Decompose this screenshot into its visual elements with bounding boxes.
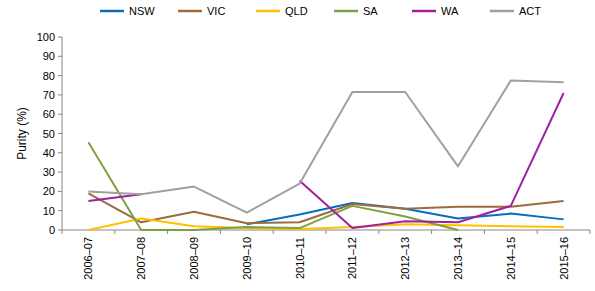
x-category-divider	[273, 230, 274, 234]
y-tick	[58, 133, 62, 134]
x-tick-label: 2014–15	[505, 237, 517, 280]
x-category-divider	[431, 230, 432, 234]
legend-label: WA	[441, 5, 459, 17]
legend-swatch	[100, 10, 124, 13]
x-category-divider	[114, 230, 115, 234]
x-category-divider	[220, 230, 221, 234]
x-tick-label: 2007–08	[135, 237, 147, 280]
x-tick-label: 2013–14	[452, 237, 464, 280]
y-tick	[58, 191, 62, 192]
chart: 0 10 20 30 40 50 60 70 80 90 100 Purity (%) 2006–07 2…	[0, 0, 595, 291]
y-tick-label: 80	[43, 70, 55, 82]
x-tick-label: 2011–12	[346, 237, 358, 279]
y-tick-label: 70	[43, 89, 55, 101]
y-tick-label: 100	[37, 31, 55, 43]
y-tick	[58, 37, 62, 38]
y-tick-label: 20	[43, 185, 55, 197]
x-category-divider	[378, 230, 379, 234]
y-axis-label: Purity (%)	[15, 107, 29, 160]
legend-swatch	[178, 10, 202, 13]
plot-area	[88, 80, 563, 230]
y-tick-label: 0	[49, 224, 55, 236]
y-tick-label: 40	[43, 147, 55, 159]
y-tick	[58, 210, 62, 211]
legend-label: ACT	[519, 5, 541, 17]
x-tick-label: 2015–16	[558, 237, 570, 280]
y-tick-label: 60	[43, 108, 55, 120]
series-line	[88, 193, 563, 223]
y-tick-label: 90	[43, 50, 55, 62]
y-tick-label: 30	[43, 166, 55, 178]
series-line	[88, 80, 563, 212]
legend-label: NSW	[129, 5, 155, 17]
y-tick-label: 10	[43, 205, 55, 217]
x-category-divider	[484, 230, 485, 234]
legend-swatch	[490, 10, 514, 13]
series-line	[88, 93, 563, 228]
y-tick-label: 50	[43, 128, 55, 140]
legend: NSW VIC QLD SA WA ACT	[100, 5, 541, 17]
x-category-divider	[326, 230, 327, 234]
x-tick-label: 2009–10	[241, 237, 253, 280]
x-category-divider	[590, 230, 591, 234]
legend-label: VIC	[207, 5, 225, 17]
series-line	[88, 218, 563, 230]
x-tick-label: 2012–13	[399, 237, 411, 280]
x-tick-label: 2008–09	[188, 237, 200, 280]
x-category-divider	[537, 230, 538, 234]
y-tick	[58, 56, 62, 57]
series-line	[88, 142, 458, 230]
legend-swatch	[334, 10, 358, 13]
y-tick	[58, 114, 62, 115]
x-category-divider	[62, 230, 63, 234]
y-tick	[58, 230, 62, 231]
legend-swatch	[256, 10, 280, 13]
y-tick	[58, 172, 62, 173]
y-tick	[58, 75, 62, 76]
legend-label: QLD	[285, 5, 308, 17]
legend-swatch	[412, 10, 436, 13]
x-tick-label: 2010–11	[294, 237, 306, 279]
y-tick	[58, 152, 62, 153]
y-tick	[58, 94, 62, 95]
legend-label: SA	[363, 5, 378, 17]
x-tick-label: 2006–07	[82, 237, 94, 280]
